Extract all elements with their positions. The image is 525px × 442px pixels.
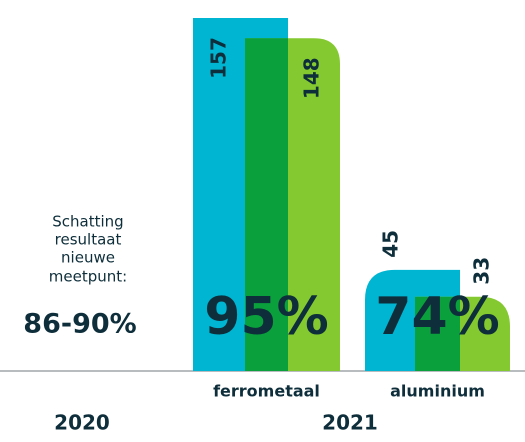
bar-overlap [415, 296, 460, 371]
share-label: 95% [204, 287, 328, 347]
value-label: 157 [207, 37, 231, 79]
estimate-text: resultaat [55, 231, 122, 249]
period-label: 2020 [54, 411, 110, 435]
bar-overlap [245, 38, 288, 371]
value-label: 148 [300, 57, 324, 99]
value-label: 45 [379, 230, 403, 258]
estimate-text: Schatting [52, 213, 123, 231]
estimate-value: 86-90% [23, 309, 136, 340]
category-label: aluminium [390, 382, 485, 401]
share-label: 74% [375, 287, 499, 347]
estimate-text: meetpunt: [49, 268, 127, 286]
estimate-text: nieuwe [61, 249, 115, 267]
period-label: 2021 [322, 411, 378, 435]
value-label: 33 [470, 257, 494, 285]
category-label: ferrometaal [213, 382, 320, 401]
